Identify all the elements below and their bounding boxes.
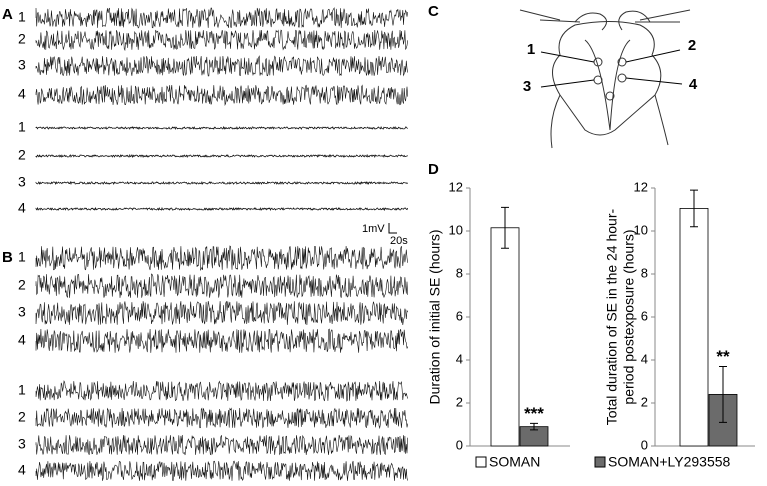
y-tick-label: 6 [456,308,463,323]
y-tick-label: 6 [641,308,648,323]
channel-label: 3 [18,174,26,190]
legend-label: SOMAN+LY293558 [608,454,731,470]
error-bar [501,206,509,249]
y-tick-label: 2 [641,394,648,409]
channel-label: 1 [18,9,26,25]
scale-time: 20s [390,235,408,247]
eeg-trace [35,7,408,29]
eeg-trace [35,180,408,186]
eeg-trace [35,273,408,298]
y-tick-label: 8 [641,265,648,280]
panel-label: C [428,3,439,20]
error-bar [719,365,727,423]
electrode-label: 4 [689,76,698,93]
significance: *** [524,404,544,423]
eeg-trace [35,125,408,130]
error-bar [530,422,538,431]
legend-swatch [475,456,487,468]
y-tick-label: 8 [456,265,463,280]
eeg-trace [35,380,408,402]
channel-label: 1 [18,249,26,265]
y-tick-label: 12 [634,179,648,194]
channel-label: 1 [18,382,26,398]
y-axis-label: period postexposure (hours) [621,229,637,404]
electrode-label: 3 [523,78,531,95]
channel-label: 2 [18,147,26,163]
channel-label: 4 [18,86,26,102]
scale-voltage: 1mV [362,223,385,235]
channel-label: 4 [18,462,26,478]
y-tick-label: 0 [641,437,648,452]
electrode-label: 1 [527,41,535,58]
channel-label: 2 [18,409,26,425]
channel-label: 3 [18,57,26,73]
channel-label: 3 [18,436,26,452]
bar [490,227,520,447]
y-tick-label: 4 [641,351,648,366]
eeg-trace [35,407,408,430]
rat-head-diagram [519,9,691,149]
eeg-trace [35,153,408,159]
y-tick-label: 10 [449,222,463,237]
y-tick-label: 10 [634,222,648,237]
eeg-trace [35,84,408,106]
eeg-trace [35,434,408,456]
legend-swatch [594,456,606,468]
bar [679,208,709,447]
y-axis-label: Total duration of SE in the 24 hour- [604,208,620,425]
channel-label: 4 [18,332,26,348]
panel-label: D [428,161,439,178]
channel-label: 4 [18,200,26,216]
panel-label: A [2,6,13,23]
y-tick-label: 0 [456,437,463,452]
eeg-traces [35,7,409,482]
channel-label: 3 [18,304,26,320]
channel-label: 2 [18,277,26,293]
eeg-trace [35,29,408,52]
y-tick-label: 12 [449,179,463,194]
y-axis-label: Duration of initial SE (hours) [427,229,443,404]
y-tick-label: 4 [456,351,463,366]
eeg-trace [35,301,408,326]
scale-bar [388,223,397,234]
significance: ** [716,347,730,366]
eeg-trace [35,460,408,482]
y-tick-label: 2 [456,394,463,409]
channel-label: 1 [18,119,26,135]
eeg-trace [35,328,408,353]
channel-label: 2 [18,31,26,47]
error-bar [690,189,698,228]
electrode-label: 2 [688,37,696,54]
panel-label: B [2,249,13,266]
eeg-trace [35,245,408,271]
legend-label: SOMAN [489,454,540,470]
eeg-trace [35,55,408,77]
eeg-trace [35,206,409,212]
